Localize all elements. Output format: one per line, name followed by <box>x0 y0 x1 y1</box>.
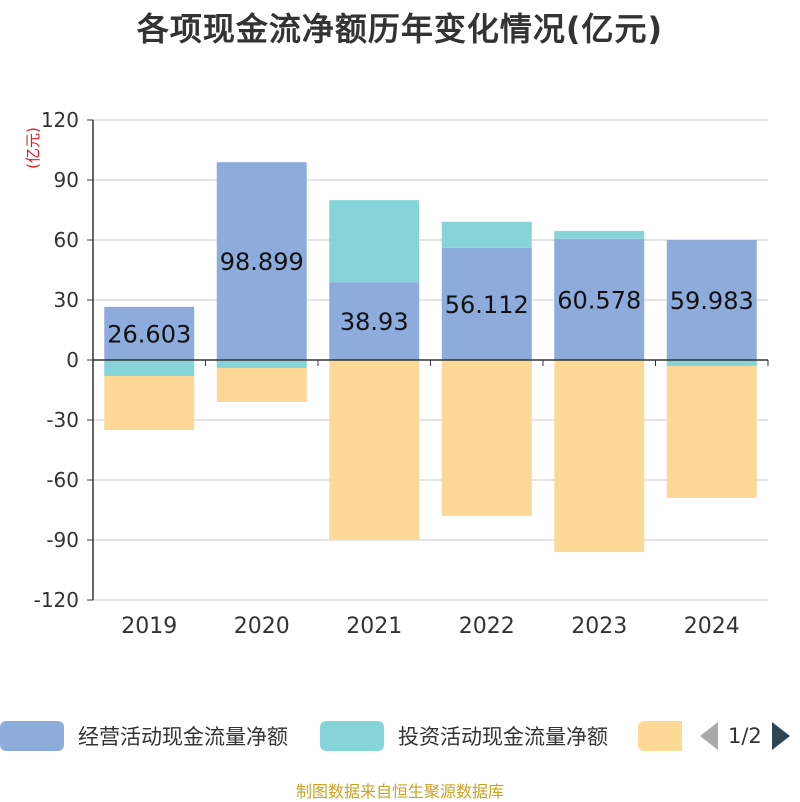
legend-swatch-operating <box>0 721 64 751</box>
y-tick-label-0: 120 <box>41 108 79 132</box>
bar-s0-2021 <box>329 282 420 360</box>
bar-s2-2024 <box>666 366 757 498</box>
bar-value-label-2023: 60.578 <box>557 286 641 314</box>
bar-s1-2019 <box>104 360 195 376</box>
legend-item-financing[interactable] <box>638 716 696 756</box>
bar-s0-2024 <box>666 240 757 360</box>
legend-swatch-financing <box>638 721 682 751</box>
legend-next-page-icon[interactable] <box>771 722 790 750</box>
bar-s2-2020 <box>216 368 307 402</box>
legend: 经营活动现金流量净额 投资活动现金流量净额 1/2 <box>0 716 800 756</box>
bar-s1-2024 <box>666 360 757 366</box>
legend-page-indicator: 1/2 <box>728 724 762 748</box>
bar-s1-2023 <box>554 230 645 239</box>
bars <box>104 162 757 552</box>
bar-s0-2022 <box>441 247 532 360</box>
chart-area: 120 90 60 30 0 -30 -60 -90 -120 26.603 98.899 38.93… <box>24 108 769 639</box>
y-tick-label-5: -30 <box>46 408 79 432</box>
y-tick-label-2: 60 <box>54 228 79 252</box>
bar-value-label-2024: 59.983 <box>670 287 754 315</box>
x-tick-label-2022: 2022 <box>459 614 515 639</box>
legend-item-operating[interactable]: 经营活动现金流量净额 <box>0 716 288 756</box>
bar-value-label-2020: 98.899 <box>220 248 304 276</box>
bar-value-label-2021: 38.93 <box>340 308 409 336</box>
x-tick-label-2023: 2023 <box>571 614 627 639</box>
y-tick-label-1: 90 <box>54 168 79 192</box>
bar-s1-2022 <box>441 221 532 248</box>
bar-s2-2019 <box>104 376 195 430</box>
data-source-footer: 制图数据来自恒生聚源数据库 <box>295 782 504 801</box>
y-axis-unit-label: (亿元) <box>24 127 42 169</box>
bar-s0-2023 <box>554 238 645 360</box>
axes <box>87 119 769 601</box>
bar-s2-2023 <box>554 360 645 552</box>
y-tick-label-3: 30 <box>54 288 79 312</box>
bar-s2-2022 <box>441 360 532 516</box>
legend-label-operating: 经营活动现金流量净额 <box>78 725 288 749</box>
x-tick-label-2024: 2024 <box>684 614 740 639</box>
x-tick-label-2021: 2021 <box>346 614 402 639</box>
y-tick-label-8: -120 <box>34 588 79 612</box>
y-tick-label-7: -90 <box>46 528 79 552</box>
legend-item-investing[interactable]: 投资活动现金流量净额 <box>320 716 608 756</box>
chart-title: 各项现金流净额历年变化情况(亿元) <box>136 10 664 48</box>
bar-s0-2020 <box>216 162 307 360</box>
y-tick-label-6: -60 <box>46 468 79 492</box>
legend-swatch-investing <box>320 721 384 751</box>
legend-prev-page-icon[interactable] <box>700 722 718 750</box>
tick-labels: 120 90 60 30 0 -30 -60 -90 -120 26.603 98.899 38.93… <box>34 108 754 639</box>
legend-pager: 1/2 <box>700 716 790 756</box>
bar-s1-2021 <box>329 200 420 283</box>
x-tick-label-2020: 2020 <box>234 614 290 639</box>
x-tick-label-2019: 2019 <box>121 614 177 639</box>
bar-value-label-2022: 56.112 <box>445 291 529 319</box>
bar-s0-2019 <box>104 306 195 360</box>
bar-s1-2020 <box>216 360 307 368</box>
grid-lines <box>93 119 768 601</box>
bar-s2-2021 <box>329 360 420 540</box>
y-tick-label-4: 0 <box>66 348 79 372</box>
legend-label-investing: 投资活动现金流量净额 <box>398 725 608 749</box>
bar-value-label-2019: 26.603 <box>107 320 191 348</box>
